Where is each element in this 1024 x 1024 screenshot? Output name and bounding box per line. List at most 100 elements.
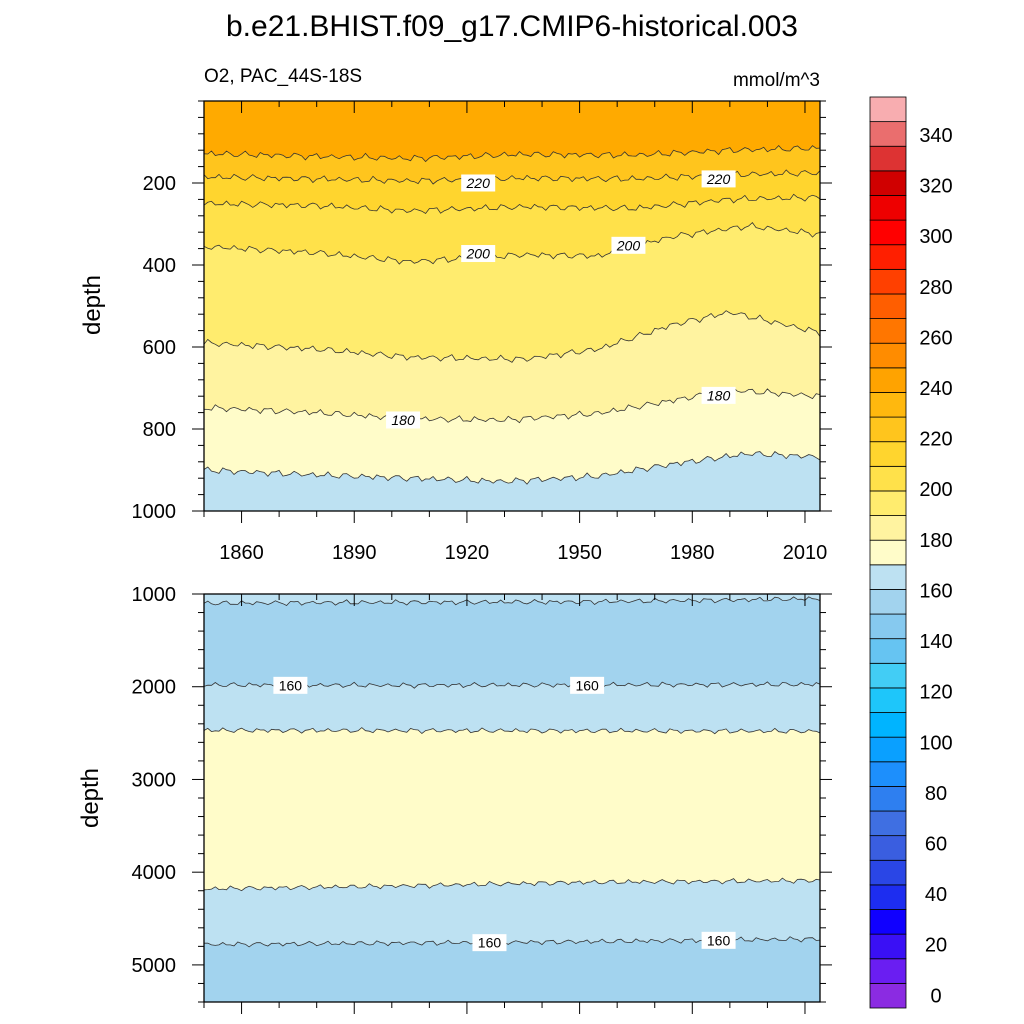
chart-subtitle-variable: O2, PAC_44S-18S <box>204 66 362 87</box>
colorbar-swatch <box>869 982 907 1009</box>
contour-line <box>204 596 820 606</box>
y-tick-label: 1000 <box>132 584 177 606</box>
colorbar-swatch <box>869 268 907 295</box>
contour-line <box>204 222 820 265</box>
colorbar-tick-label: 160 <box>919 580 952 602</box>
x-tick-label: 1860 <box>219 542 264 564</box>
colorbar-swatch <box>869 589 907 615</box>
colorbar-tick-label: 60 <box>925 834 947 856</box>
contour-band <box>204 681 820 734</box>
contour-band <box>204 310 820 423</box>
colorbar-tick-label: 220 <box>919 429 952 451</box>
colorbar-swatch <box>869 244 907 270</box>
colorbar-tick-label: 80 <box>925 783 947 805</box>
colorbar-swatch <box>869 441 907 467</box>
colorbar-swatch <box>869 195 907 221</box>
svg-text:160: 160 <box>279 677 303 693</box>
colorbar-tick-label: 300 <box>919 226 952 248</box>
contour-line <box>204 310 820 363</box>
contour-label: 180 <box>386 411 421 429</box>
y-tick-label: 4000 <box>132 862 177 884</box>
chart-title: b.e21.BHIST.f09_g17.CMIP6-historical.003 <box>226 10 798 43</box>
contour-label: 160 <box>701 931 736 949</box>
colorbar-swatch <box>869 293 907 319</box>
lower-y-axis-label: depth <box>77 768 104 828</box>
colorbar-swatch <box>869 416 907 443</box>
contour-band <box>204 878 820 947</box>
contour-label: 220 <box>461 174 496 192</box>
x-tick-label: 1950 <box>557 542 602 564</box>
colorbar-swatch <box>869 909 907 935</box>
svg-text:200: 200 <box>466 246 491 262</box>
contour-label: 160 <box>273 676 308 694</box>
contour-label: 200 <box>461 245 496 263</box>
contour-line <box>204 451 820 485</box>
colorbar-tick-label: 280 <box>919 277 952 299</box>
colorbar-tick-label: 180 <box>919 530 952 552</box>
upper-y-axis-label: depth <box>79 275 106 335</box>
y-tick-label: 800 <box>143 419 176 441</box>
contour-band <box>204 101 820 162</box>
colorbar-swatch <box>869 761 907 787</box>
colorbar-swatch <box>869 539 907 566</box>
svg-text:160: 160 <box>707 932 731 948</box>
colorbar-swatch <box>869 342 907 369</box>
colorbar-swatch <box>869 170 907 196</box>
colorbar-tick-label: 320 <box>919 176 952 198</box>
x-tick-label: 2010 <box>783 542 828 564</box>
y-tick-label: 200 <box>143 173 176 195</box>
contour-band <box>204 727 820 891</box>
colorbar-swatch <box>869 662 907 689</box>
contour-band <box>204 222 820 363</box>
colorbar-swatch <box>869 318 907 344</box>
colorbar-swatch <box>869 786 907 812</box>
svg-text:180: 180 <box>707 387 731 403</box>
contour-line <box>204 193 820 215</box>
contour-label: 220 <box>701 170 736 188</box>
chart-subtitle-units: mmol/m^3 <box>733 70 820 91</box>
colorbar-swatch <box>869 638 907 664</box>
colorbar-tick-label: 0 <box>930 985 941 1007</box>
contour-band <box>204 387 820 485</box>
contour-band <box>204 194 820 264</box>
colorbar-swatch <box>869 859 907 886</box>
y-tick-label: 5000 <box>132 955 177 977</box>
colorbar-tick-label: 100 <box>919 732 952 754</box>
colorbar-tick-label: 40 <box>925 884 947 906</box>
colorbar-tick-label: 200 <box>919 479 952 501</box>
svg-text:160: 160 <box>478 935 502 951</box>
colorbar: 0 20 40 60 80 100 120 140 160 180 200 220 240 260 280 3… <box>869 96 953 1009</box>
colorbar-swatch <box>869 145 907 172</box>
svg-text:160: 160 <box>575 677 599 693</box>
colorbar-swatch <box>869 490 907 516</box>
plot-frame <box>203 100 821 512</box>
contour-band <box>204 596 820 689</box>
colorbar-tick-label: 260 <box>919 327 952 349</box>
svg-text:200: 200 <box>616 237 641 253</box>
colorbar-swatch <box>869 515 907 541</box>
colorbar-swatch <box>869 613 907 640</box>
colorbar-swatch <box>869 712 907 738</box>
x-tick-label: 1980 <box>670 542 715 564</box>
colorbar-swatch <box>869 367 907 393</box>
colorbar-swatch <box>869 687 907 713</box>
contour-label: 200 <box>611 236 646 254</box>
colorbar-tick-label: 20 <box>925 935 947 957</box>
colorbar-tick-label: 140 <box>919 631 952 653</box>
contour-line <box>204 877 820 892</box>
x-tick-label: 1890 <box>332 542 377 564</box>
upper-panel: 220 220 200 200 180 180 1860 1890 1920 1950 1980 20… <box>132 100 832 564</box>
contour-line <box>204 727 820 735</box>
y-tick-label: 2000 <box>132 677 177 699</box>
y-tick-label: 1000 <box>132 501 177 523</box>
colorbar-swatch <box>869 121 907 147</box>
svg-text:220: 220 <box>466 175 491 191</box>
colorbar-swatch <box>869 392 907 418</box>
colorbar-swatch <box>869 564 907 590</box>
colorbar-tick-label: 240 <box>919 378 952 400</box>
colorbar-swatch <box>869 958 907 984</box>
colorbar-swatch <box>869 933 907 960</box>
contour-label: 160 <box>570 676 605 694</box>
contour-label: 180 <box>701 386 736 404</box>
